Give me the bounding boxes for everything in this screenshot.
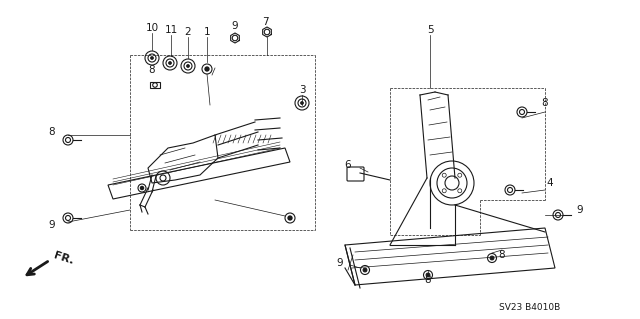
Text: 3: 3 <box>299 85 305 95</box>
Text: 9: 9 <box>337 258 343 268</box>
Text: 8: 8 <box>425 275 431 285</box>
Text: 9: 9 <box>232 21 238 31</box>
Circle shape <box>205 67 209 71</box>
Circle shape <box>232 35 237 41</box>
Circle shape <box>301 101 303 105</box>
Text: 1: 1 <box>204 27 211 37</box>
Circle shape <box>288 216 292 220</box>
Text: 8: 8 <box>499 250 506 260</box>
Circle shape <box>490 256 494 260</box>
Text: 11: 11 <box>164 25 178 35</box>
Circle shape <box>264 29 269 35</box>
Bar <box>150 82 160 88</box>
Circle shape <box>150 56 154 60</box>
Text: 6: 6 <box>345 160 351 170</box>
Text: 2: 2 <box>185 27 191 37</box>
Circle shape <box>426 273 430 277</box>
Text: 10: 10 <box>145 23 159 33</box>
Text: 4: 4 <box>547 178 554 188</box>
Text: 8: 8 <box>148 65 156 75</box>
Text: 9: 9 <box>49 220 55 230</box>
Text: FR.: FR. <box>52 250 75 266</box>
Text: 8: 8 <box>541 98 548 108</box>
Text: 7: 7 <box>262 17 268 27</box>
Circle shape <box>168 62 172 64</box>
Text: 9: 9 <box>577 205 583 215</box>
Text: 8: 8 <box>49 127 55 137</box>
Circle shape <box>140 186 144 190</box>
Text: 5: 5 <box>427 25 433 35</box>
Text: SV23 B4010B: SV23 B4010B <box>499 303 561 313</box>
Circle shape <box>363 268 367 272</box>
Circle shape <box>186 64 189 68</box>
